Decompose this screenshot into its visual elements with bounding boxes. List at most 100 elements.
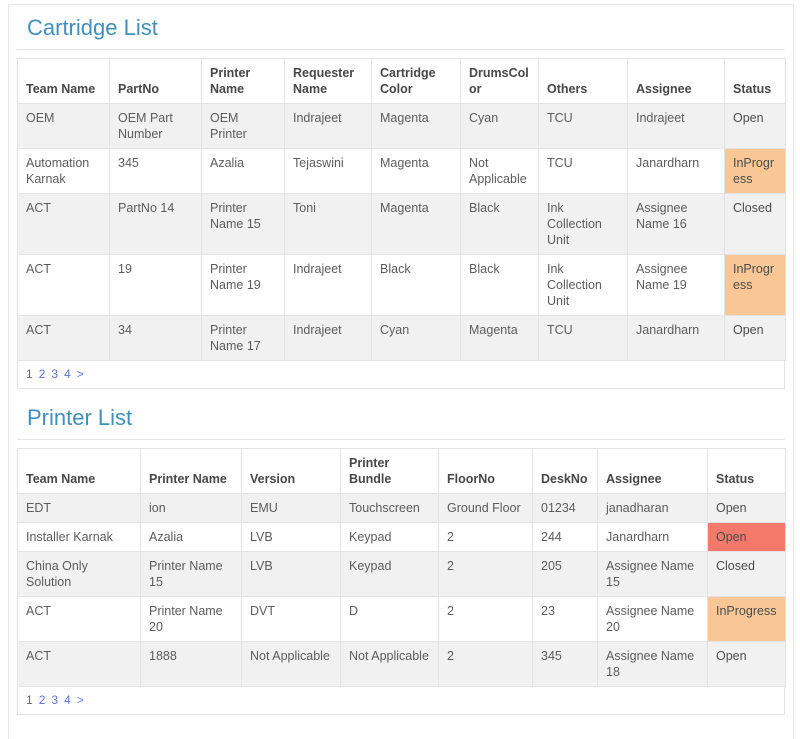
table-cell: ACT xyxy=(17,315,110,361)
table-cell: Installer Karnak xyxy=(17,522,141,552)
status-cell: Open xyxy=(724,315,786,361)
table-cell: Janardharn xyxy=(627,148,725,194)
table-cell: Black xyxy=(371,254,461,316)
table-cell: OEM Printer xyxy=(201,103,285,149)
table-cell: Azalia xyxy=(140,522,242,552)
pagination-page-link[interactable]: 4 xyxy=(64,693,71,707)
column-header: Assignee xyxy=(627,58,725,104)
table-cell: Not Applicable xyxy=(241,641,341,687)
table-cell: OEM Part Number xyxy=(109,103,202,149)
table-cell: 23 xyxy=(532,596,598,642)
column-header: Assignee xyxy=(597,448,708,494)
table-cell: Printer Name 15 xyxy=(140,551,242,597)
table-cell: Not Applicable xyxy=(460,148,539,194)
column-header: Team Name xyxy=(17,58,110,104)
table-cell: Ink Collection Unit xyxy=(538,193,628,255)
table-cell: Keypad xyxy=(340,522,439,552)
header-row: Team Name Printer Name Version Printer Bund… xyxy=(17,448,786,494)
table-cell: 01234 xyxy=(532,493,598,523)
status-cell: Open xyxy=(707,522,786,552)
table-row: China Only Solution Printer Name 15 LVB Key… xyxy=(17,551,786,597)
table-cell: LVB xyxy=(241,522,341,552)
section-printer-list: Printer List Team Name Printer Name Versio… xyxy=(17,405,786,715)
table-cell: Assignee Name 15 xyxy=(597,551,708,597)
table-cell: Azalia xyxy=(201,148,285,194)
pagination-next-link[interactable]: > xyxy=(76,693,84,707)
table-cell: Printer Name 19 xyxy=(201,254,285,316)
table-cell: 34 xyxy=(109,315,202,361)
table-row: OEM OEM Part Number OEM Printer Indrajeet Ma… xyxy=(17,103,786,149)
table-cell: DVT xyxy=(241,596,341,642)
table-row: ACT 1888 Not Applicable Not Applicable 2 345 A… xyxy=(17,641,786,687)
pagination-next-link[interactable]: > xyxy=(76,367,84,381)
table-cell: Touchscreen xyxy=(340,493,439,523)
table-cell: Magenta xyxy=(371,103,461,149)
table-cell: TCU xyxy=(538,315,628,361)
pagination-current-page: 1 xyxy=(26,367,33,381)
table-row: EDT ion EMU Touchscreen Ground Floor 01234 jan… xyxy=(17,493,786,523)
status-cell: InProgress xyxy=(724,148,786,194)
table-cell: Indrajeet xyxy=(284,103,372,149)
table-cell: Cyan xyxy=(460,103,539,149)
table-cell: 345 xyxy=(109,148,202,194)
table-row: ACT PartNo 14 Printer Name 15 Toni Magenta Bl… xyxy=(17,193,786,255)
table-cell: Black xyxy=(460,254,539,316)
printer-list-table: Team Name Printer Name Version Printer Bund… xyxy=(17,448,786,687)
status-cell: Open xyxy=(724,103,786,149)
table-cell: Indrajeet xyxy=(284,254,372,316)
table-cell: 1888 xyxy=(140,641,242,687)
printer-section-header: Printer List xyxy=(17,405,785,440)
table-cell: Cyan xyxy=(371,315,461,361)
table-cell: Magenta xyxy=(460,315,539,361)
pagination-page-link[interactable]: 2 xyxy=(38,367,46,381)
table-cell: 2 xyxy=(438,596,533,642)
table-cell: Printer Name 17 xyxy=(201,315,285,361)
column-header: Others xyxy=(538,58,628,104)
pagination-page-link[interactable]: 4 xyxy=(64,367,71,381)
table-cell: 2 xyxy=(438,522,533,552)
printer-pagination: 1 2 3 4 > xyxy=(17,687,785,715)
cartridge-list-title: Cartridge List xyxy=(27,15,158,40)
column-header: Printer Name xyxy=(140,448,242,494)
table-row: Installer Karnak Azalia LVB Keypad 2 244 Janar… xyxy=(17,522,786,552)
header-row: Team Name PartNo Printer Name Requester Nam… xyxy=(17,58,786,104)
table-cell: Keypad xyxy=(340,551,439,597)
cartridge-section-header: Cartridge List xyxy=(17,15,785,50)
pagination-page-link[interactable]: 3 xyxy=(51,367,59,381)
table-cell: OEM xyxy=(17,103,110,149)
table-cell: 205 xyxy=(532,551,598,597)
table-cell: Janardharn xyxy=(597,522,708,552)
column-header: Status xyxy=(707,448,786,494)
table-cell: 244 xyxy=(532,522,598,552)
column-header: Team Name xyxy=(17,448,141,494)
table-cell: Magenta xyxy=(371,148,461,194)
table-cell: China Only Solution xyxy=(17,551,141,597)
table-cell: Black xyxy=(460,193,539,255)
column-header: DrumsColor xyxy=(460,58,539,104)
pagination-page-link[interactable]: 3 xyxy=(51,693,59,707)
cartridge-list-table: Team Name PartNo Printer Name Requester Nam… xyxy=(17,58,786,361)
table-cell: Janardharn xyxy=(627,315,725,361)
table-cell: 19 xyxy=(109,254,202,316)
page-container: Cartridge List Team Name PartNo Printer Na… xyxy=(8,4,794,739)
table-cell: Automation Karnak xyxy=(17,148,110,194)
column-header: Printer Name xyxy=(201,58,285,104)
table-cell: EMU xyxy=(241,493,341,523)
table-cell: Assignee Name 18 xyxy=(597,641,708,687)
table-cell: Tejaswini xyxy=(284,148,372,194)
table-cell: 345 xyxy=(532,641,598,687)
status-cell: InProgress xyxy=(707,596,786,642)
status-cell: Open xyxy=(707,493,786,523)
table-cell: Magenta xyxy=(371,193,461,255)
section-cartridge-list: Cartridge List Team Name PartNo Printer Na… xyxy=(17,15,786,389)
column-header: PartNo xyxy=(109,58,202,104)
table-cell: Indrajeet xyxy=(627,103,725,149)
pagination-page-link[interactable]: 2 xyxy=(38,693,46,707)
table-cell: D xyxy=(340,596,439,642)
column-header: Requester Name xyxy=(284,58,372,104)
table-cell: Ground Floor xyxy=(438,493,533,523)
column-header: DeskNo xyxy=(532,448,598,494)
table-cell: Assignee Name 16 xyxy=(627,193,725,255)
status-cell: InProgress xyxy=(724,254,786,316)
table-cell: 2 xyxy=(438,551,533,597)
